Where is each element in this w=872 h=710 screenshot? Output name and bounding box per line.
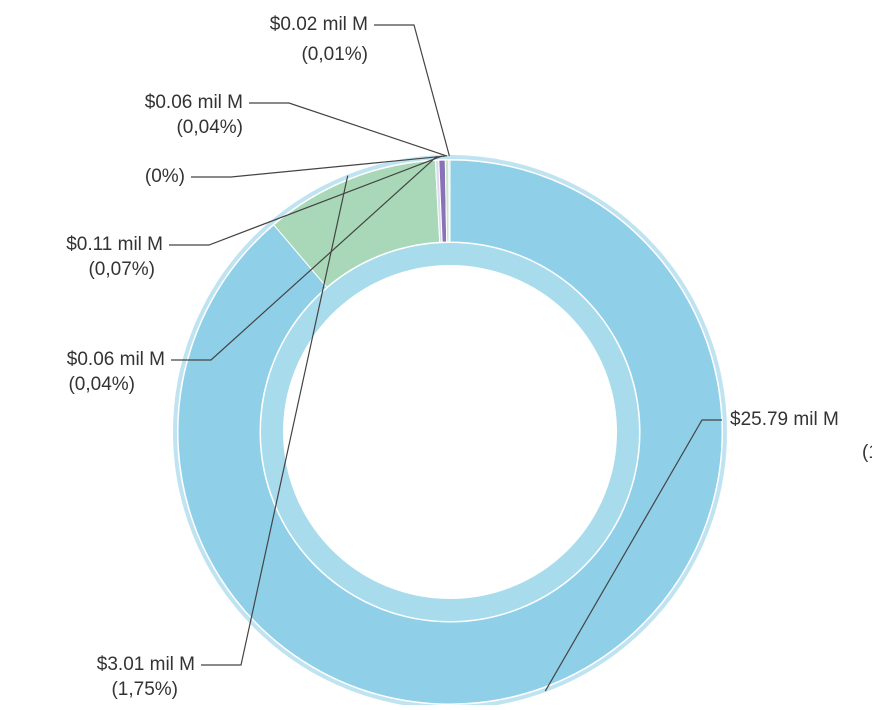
percent-label: (0,04%) bbox=[68, 374, 135, 395]
percent-label: (15,04%) bbox=[862, 442, 872, 463]
leader-line bbox=[191, 155, 446, 178]
percent-label: (1,75%) bbox=[111, 679, 178, 700]
donut-slice bbox=[177, 159, 723, 705]
inner-ring bbox=[261, 243, 639, 621]
donut-slice bbox=[448, 159, 451, 243]
percent-label: (0,04%) bbox=[176, 117, 243, 138]
value-label: $0.11 mil M bbox=[66, 234, 163, 255]
leader-line bbox=[201, 175, 349, 666]
value-label: $25.79 mil M bbox=[730, 409, 839, 430]
value-label: $0.06 mil M bbox=[67, 349, 165, 370]
leader-line bbox=[249, 102, 448, 157]
value-label: $0.02 mil M bbox=[270, 14, 368, 35]
value-label: $3.01 mil M bbox=[97, 654, 195, 675]
hole bbox=[284, 266, 616, 598]
value-label: $0.06 mil M bbox=[145, 92, 243, 113]
percent-label: (0,07%) bbox=[88, 259, 155, 280]
leader-line bbox=[171, 155, 438, 361]
percent-label: (0%) bbox=[145, 166, 185, 187]
percent-label: (0,01%) bbox=[301, 44, 368, 65]
leader-line bbox=[169, 155, 443, 246]
leader-line bbox=[544, 419, 722, 692]
leader-line bbox=[374, 24, 450, 157]
